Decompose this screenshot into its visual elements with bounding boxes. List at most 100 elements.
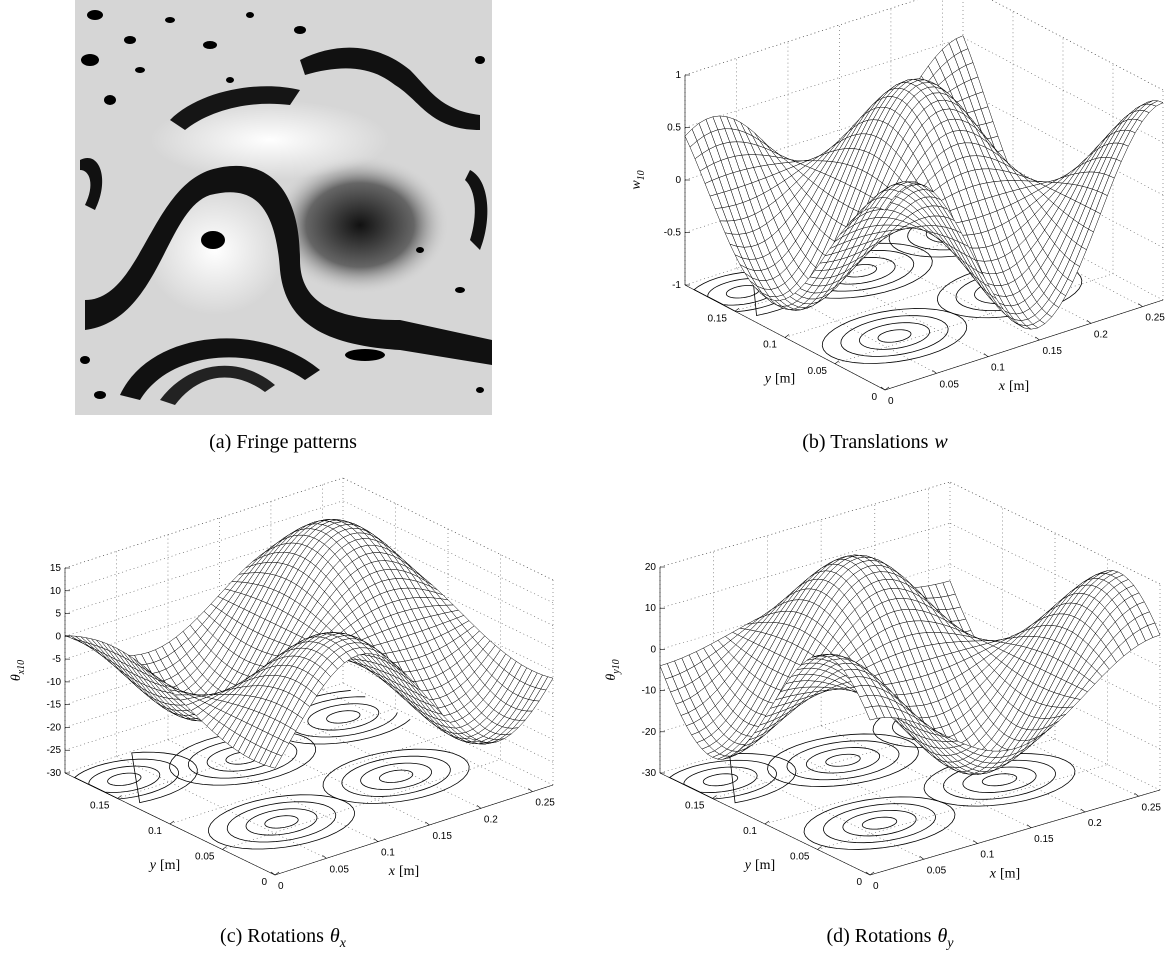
z-label-sub: x10	[16, 660, 27, 675]
contour	[878, 330, 911, 343]
surface-plot: 20100-10-20-3000.050.10.1500.050.10.150.…	[604, 482, 1161, 892]
caption-text: (a) Fringe patterns	[209, 431, 357, 453]
y-tick-label: 0.05	[808, 366, 828, 377]
contour	[684, 767, 757, 793]
y-label-unit: [m]	[775, 372, 795, 387]
z-tick-label: -20	[47, 722, 62, 733]
x-tick	[1035, 337, 1039, 340]
x-tick-label: 0.25	[1145, 313, 1165, 324]
y-tick	[170, 821, 174, 824]
z-tick-label: 10	[50, 586, 62, 597]
grid-line	[963, 0, 1163, 90]
x-tick-label: 0.1	[991, 363, 1005, 374]
x-label-symbol: x	[998, 379, 1006, 394]
y-axis-label: y[m]	[763, 372, 795, 387]
contour	[75, 759, 179, 799]
x-tick	[1087, 320, 1091, 323]
x-tick	[528, 789, 532, 792]
x-label-unit: [m]	[1009, 379, 1029, 394]
z-tick-label: -15	[47, 700, 62, 711]
z-axis-label: θx10	[9, 660, 27, 681]
box-edge	[685, 0, 963, 75]
x-tick-label: 0.1	[381, 848, 395, 859]
caption: (d) Rotationsθy	[826, 925, 954, 951]
y-tick-label: 0.05	[195, 852, 215, 863]
contour	[327, 711, 360, 723]
contour	[982, 774, 1016, 786]
caption-text: (b) Translations	[802, 431, 928, 453]
y-tick	[735, 308, 739, 311]
y-tick	[223, 847, 227, 850]
y-tick-label: 0.1	[763, 340, 777, 351]
x-axis-label: x[m]	[998, 379, 1029, 394]
grid-line	[685, 0, 963, 75]
y-tick	[118, 796, 122, 799]
y-tick	[785, 335, 789, 338]
contour	[246, 809, 317, 835]
caption-symbol: w	[934, 431, 948, 453]
x-tick-label: 0.2	[1094, 329, 1108, 340]
x-tick-label: 0.15	[432, 831, 452, 842]
x-tick	[425, 822, 429, 825]
caption-symbol: θ	[330, 925, 340, 947]
box-edge	[950, 482, 1160, 584]
z-axis-label: w10	[629, 170, 647, 189]
y-label-symbol: y	[148, 858, 157, 873]
contour	[89, 766, 160, 792]
y-tick	[835, 361, 839, 364]
contour	[862, 817, 896, 829]
z-label-sub: 10	[636, 170, 647, 180]
x-tick-label: 0	[278, 881, 284, 892]
z-tick-label: -10	[47, 677, 62, 688]
z-tick-label: 0	[675, 175, 681, 186]
z-tick-label: 0	[55, 631, 61, 642]
contour	[265, 816, 298, 828]
x-tick	[984, 354, 988, 357]
surface-plot: 151050-5-10-15-20-25-3000.050.10.1500.05…	[9, 478, 555, 892]
fringe-image	[75, 0, 492, 415]
x-tick	[374, 839, 378, 842]
contour	[227, 802, 336, 842]
z-tick-label: 1	[675, 70, 681, 81]
y-axis-label: y[m]	[148, 858, 180, 873]
z-tick-label: 0.5	[667, 123, 681, 134]
contour	[841, 316, 948, 357]
x-label-unit: [m]	[399, 864, 419, 879]
x-tick-label: 0.05	[329, 864, 349, 875]
x-axis-label: x[m]	[388, 864, 419, 879]
z-tick-label: -30	[47, 768, 62, 779]
box-edge	[963, 0, 1163, 90]
contour	[806, 747, 879, 773]
x-tick	[477, 805, 481, 808]
z-tick-label: -25	[47, 745, 62, 756]
caption: (b) Translations w	[802, 431, 948, 453]
grid-line	[818, 765, 1108, 850]
contour	[342, 756, 451, 796]
contour	[843, 810, 916, 836]
z-tick-label: -5	[52, 654, 61, 665]
y-tick-label: 0	[871, 392, 877, 403]
caption-sub: x	[339, 936, 347, 951]
y-tick-label: 0.15	[708, 313, 728, 324]
caption: (c) Rotationsθx	[220, 925, 347, 951]
contour	[826, 754, 860, 766]
grid-line	[714, 757, 924, 859]
grid-line	[116, 756, 326, 858]
caption-symbol: θ	[937, 925, 947, 947]
z-tick-label: 5	[55, 609, 61, 620]
caption-sub: y	[945, 936, 954, 951]
box-edge	[660, 482, 950, 567]
x-tick-label: 0.15	[1042, 346, 1062, 357]
y-tick-label: 0.15	[90, 801, 110, 812]
z-tick-label: -1	[672, 280, 681, 291]
x-tick-label: 0.05	[939, 379, 959, 390]
contour	[379, 770, 412, 782]
x-tick	[322, 855, 326, 858]
contour	[859, 323, 929, 350]
contour	[787, 741, 899, 780]
z-tick-label: -0.5	[664, 228, 682, 239]
contour	[823, 804, 935, 843]
x-tick	[1138, 304, 1142, 307]
